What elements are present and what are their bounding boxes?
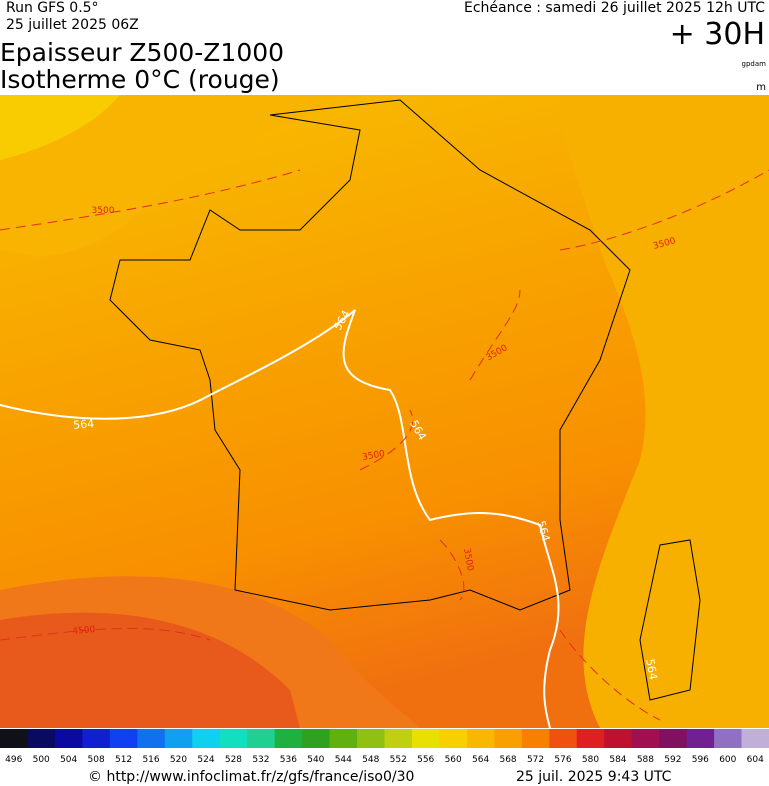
contour-label: 3500 bbox=[362, 449, 387, 463]
unit: gpdam bbox=[742, 60, 767, 68]
thickness-contour bbox=[0, 309, 560, 729]
colorbar-swatch bbox=[164, 729, 193, 748]
colorbar-label: 512 bbox=[115, 755, 132, 765]
colorbar-label: 588 bbox=[637, 755, 654, 765]
colorbar-label: 576 bbox=[554, 755, 571, 765]
run-date: 25 juillet 2025 06Z bbox=[6, 17, 139, 33]
colorbar-swatch bbox=[521, 729, 550, 748]
field-region bbox=[0, 95, 360, 256]
colorbar-label: 604 bbox=[747, 755, 764, 765]
colorbar-label: 556 bbox=[417, 755, 434, 765]
contour-label: 3500 bbox=[92, 206, 115, 216]
iso0-contour bbox=[0, 169, 769, 721]
colorbar-swatch bbox=[439, 729, 468, 748]
colorbar-label: 520 bbox=[170, 755, 187, 765]
field-region bbox=[560, 95, 769, 728]
colorbar-label: 600 bbox=[719, 755, 736, 765]
colorbar-swatch bbox=[741, 729, 769, 748]
colorbar: 496 500 504 508 512 516 520 524 528 532 536 540 544 5… bbox=[0, 729, 769, 765]
field-region bbox=[0, 612, 300, 728]
footer-url: © http://www.infoclimat.fr/z/gfs/france/… bbox=[88, 769, 414, 785]
footer-timestamp: 25 juil. 2025 9:43 UTC bbox=[516, 769, 672, 785]
colorbar-label: 540 bbox=[307, 755, 324, 765]
colorbar-swatch bbox=[686, 729, 715, 748]
contour-label: 564 bbox=[643, 658, 659, 681]
field-region bbox=[0, 95, 120, 160]
subtitle: Isotherme 0°C (rouge) bbox=[0, 65, 280, 94]
colorbar-swatch bbox=[549, 729, 578, 748]
colorbar-swatch bbox=[411, 729, 440, 748]
title: Epaisseur Z500-Z1000 bbox=[0, 38, 284, 67]
colorbar-label: 580 bbox=[582, 755, 599, 765]
colorbar-swatch bbox=[302, 729, 331, 748]
colorbar-label: 508 bbox=[88, 755, 105, 765]
country-outline bbox=[109, 99, 631, 611]
colorbar-swatch bbox=[219, 729, 248, 748]
colorbar-label: 592 bbox=[664, 755, 681, 765]
colorbar-swatch bbox=[659, 729, 688, 748]
colorbar-swatch bbox=[576, 729, 605, 748]
colorbar-swatch bbox=[357, 729, 385, 748]
colorbar-swatch bbox=[109, 729, 138, 748]
colorbar-label: 504 bbox=[60, 755, 77, 765]
colorbar-label: 584 bbox=[609, 755, 626, 765]
colorbar-label: 496 bbox=[5, 755, 22, 765]
colorbar-swatch bbox=[247, 729, 276, 748]
colorbar-swatch bbox=[82, 729, 111, 748]
run: Run GFS 0.5° bbox=[6, 0, 99, 16]
colorbar-swatch bbox=[384, 729, 413, 748]
colorbar-label: 528 bbox=[225, 755, 242, 765]
colorbar-label: 568 bbox=[499, 755, 516, 765]
colorbar-label: 572 bbox=[527, 755, 544, 765]
echeance: Echéance : samedi 26 juillet 2025 12h UT… bbox=[464, 0, 765, 16]
colorbar-swatch bbox=[631, 729, 660, 748]
colorbar-label: 548 bbox=[362, 755, 379, 765]
contour-label: 564 bbox=[73, 417, 95, 432]
colorbar-swatch bbox=[604, 729, 633, 748]
colorbar-swatch bbox=[0, 729, 28, 748]
colorbar-swatch bbox=[494, 729, 523, 748]
colorbar-swatch bbox=[274, 729, 303, 748]
contour-label: 4500 bbox=[72, 625, 96, 637]
colorbar-label: 560 bbox=[445, 755, 462, 765]
island-outline bbox=[639, 539, 701, 701]
colorbar-label: 536 bbox=[280, 755, 297, 765]
colorbar-label: 516 bbox=[142, 755, 159, 765]
colorbar-swatch bbox=[714, 729, 743, 748]
colorbar-label: 500 bbox=[33, 755, 50, 765]
colorbar-swatch bbox=[54, 729, 83, 748]
colorbar-swatch bbox=[329, 729, 358, 748]
offset: + 30H bbox=[670, 17, 765, 52]
colorbar-label: 596 bbox=[692, 755, 709, 765]
map bbox=[0, 95, 769, 729]
colorbar-swatch bbox=[27, 729, 56, 748]
colorbar-swatch bbox=[137, 729, 166, 748]
colorbar-label: 544 bbox=[335, 755, 352, 765]
header: Run GFS 0.5° 25 juillet 2025 06Z Echéanc… bbox=[0, 0, 766, 94]
contour-label: 3500 bbox=[461, 548, 475, 573]
colorbar-swatch bbox=[466, 729, 495, 748]
contour-label: 564 bbox=[534, 519, 552, 543]
colorbar-swatch bbox=[192, 729, 221, 748]
colorbar-label: 532 bbox=[252, 755, 269, 765]
unit: m bbox=[756, 82, 766, 93]
colorbar-label: 524 bbox=[197, 755, 214, 765]
colorbar-label: 552 bbox=[390, 755, 407, 765]
colorbar-label: 564 bbox=[472, 755, 489, 765]
